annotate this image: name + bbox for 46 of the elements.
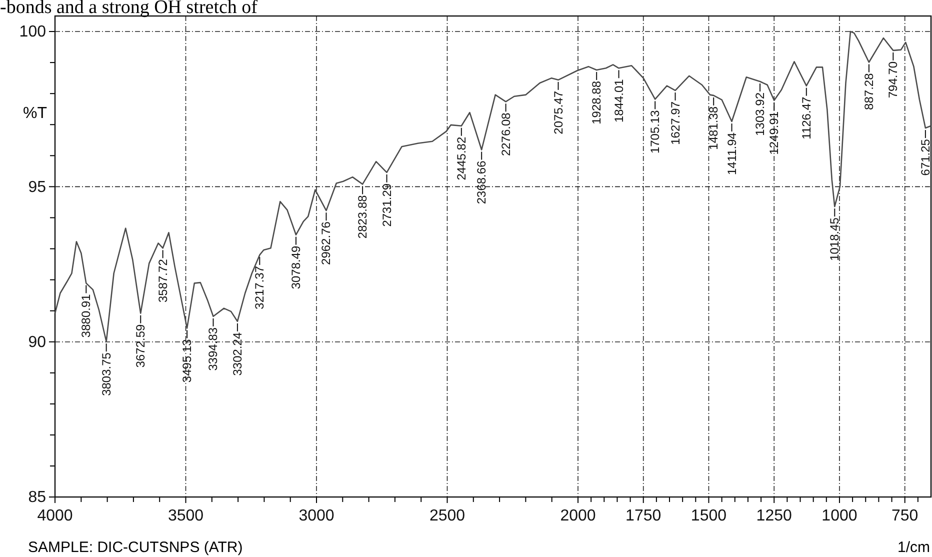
x-tick-label: 750 — [892, 507, 918, 524]
annotation: 794.70 — [886, 61, 900, 98]
annotation: 3587.72 — [156, 258, 170, 303]
annotation: 2823.88 — [356, 194, 370, 239]
annotation: 1249.91 — [767, 111, 782, 155]
annotation: 3803.75 — [99, 352, 114, 396]
annotation: 1844.01 — [612, 78, 626, 123]
annotation: 1627.97 — [668, 101, 682, 145]
x-tick-label: 1000 — [822, 507, 858, 524]
annotation: 2731.29 — [380, 183, 394, 227]
annotation: 1411.94 — [724, 132, 739, 176]
annotation: 3880.91 — [79, 294, 94, 338]
annotation: 2368.66 — [474, 160, 489, 204]
annotation: 3672.59 — [134, 324, 148, 368]
y-tick-label: 95 — [28, 178, 46, 196]
x-tick-label: 2500 — [429, 507, 466, 524]
annotation: 1126.47 — [799, 96, 814, 140]
annotation: 1303.92 — [753, 92, 768, 136]
annotation: 887.28 — [862, 72, 876, 110]
annotation: 1705.13 — [648, 110, 662, 154]
annotation: 1481.38 — [706, 106, 721, 150]
text: SAMPLE: DIC-CUTSNPS (ATR) — [28, 539, 243, 556]
annotation: 3495.13 — [180, 338, 194, 383]
x-tick-label: 4000 — [37, 507, 73, 524]
x-tick-label: 1750 — [626, 507, 662, 524]
x-tick-label: 3500 — [168, 507, 204, 524]
annotation: 3078.49 — [288, 245, 303, 290]
x-tick-label: 2000 — [560, 507, 596, 524]
y-axis-title: %T — [23, 104, 48, 122]
annotation: 2276.08 — [498, 112, 513, 156]
x-axis-title: 1/cm — [897, 539, 930, 556]
x-tick-label: 1500 — [690, 507, 727, 524]
annotation: 671.25 — [918, 138, 932, 176]
y-tick-label: 90 — [28, 334, 46, 351]
annotation: 3302.24 — [230, 332, 244, 376]
annotation: 1018.45 — [828, 217, 842, 261]
x-tick-label: 3000 — [298, 507, 334, 524]
annotation: 2445.82 — [454, 136, 468, 180]
y-tick-label: 100 — [19, 24, 46, 41]
annotation: 2075.47 — [551, 90, 566, 134]
x-tick-label: 1250 — [756, 507, 792, 524]
annotation: 3217.37 — [252, 266, 267, 310]
annotation: 3394.83 — [206, 327, 220, 371]
annotation: 1928.88 — [590, 80, 604, 124]
annotation: 2962.76 — [319, 221, 334, 265]
y-tick-label: 85 — [28, 489, 46, 506]
